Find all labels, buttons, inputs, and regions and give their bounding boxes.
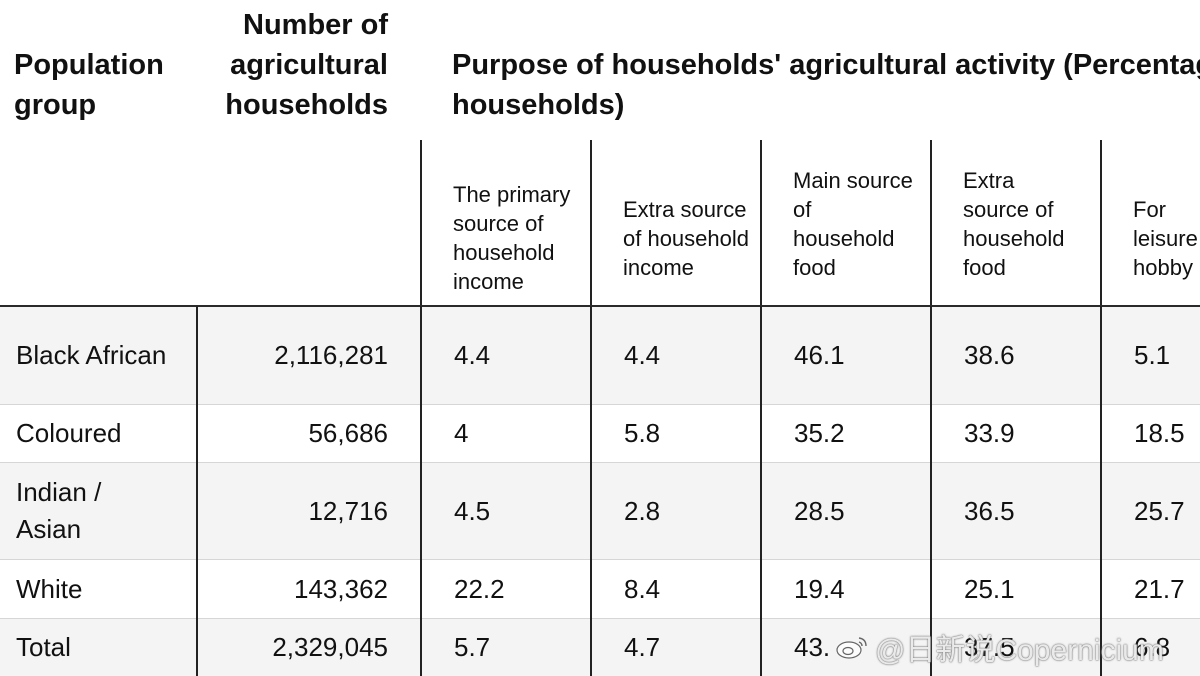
- subheader-label: Main source of household food: [793, 168, 913, 280]
- cell-population-group: Indian / Asian: [16, 477, 102, 544]
- cell-value: 4.7: [624, 632, 661, 662]
- table-row: Black African 2,116,281 4.4 4.4 46.1 38.…: [0, 307, 1200, 404]
- cell-value: 33.9: [964, 418, 1015, 448]
- cell-value: 21.7: [1134, 573, 1185, 604]
- cell-population-group: Coloured: [16, 418, 122, 448]
- subheader-extra-income: Extra source of household income: [590, 140, 760, 306]
- table-row: Coloured 56,686 4 5.8 35.2 33.9 18.5: [0, 405, 1200, 462]
- cell-value: 25.1: [964, 573, 1015, 604]
- cell-value: 36.5: [964, 495, 1015, 526]
- subheader-label: Extra source of household food: [963, 168, 1065, 280]
- header-purpose: Purpose of households' agricultural acti…: [452, 45, 1200, 125]
- subheader-label: For leisure / hobby: [1133, 197, 1200, 280]
- subheader-divider: [760, 140, 762, 306]
- cell-value: 25.7: [1134, 495, 1185, 526]
- subheader-primary-income: The primary source of household income: [420, 140, 590, 306]
- cell-value: 5.7: [454, 632, 491, 662]
- cell-population-group: Black African: [16, 340, 167, 370]
- row-separator: [0, 618, 1200, 619]
- cell-value: 5.8: [624, 418, 661, 448]
- row-separator: [0, 462, 1200, 463]
- cell-value: 46.1: [794, 340, 845, 370]
- cell-households: 56,686: [308, 418, 388, 448]
- subheader-label: Extra source of household income: [623, 197, 749, 280]
- cell-value: 2.8: [624, 495, 661, 526]
- column-divider: [590, 306, 592, 676]
- column-divider: [196, 306, 198, 676]
- cell-value: 4: [454, 418, 469, 448]
- watermark-text: @日新说Copernicium: [875, 634, 1164, 667]
- table-row: Total 2,329,045 5.7 4.7 43. 37.5 6.8: [0, 619, 1200, 676]
- subheader-divider: [590, 140, 592, 306]
- subheader-divider: [420, 140, 422, 306]
- cell-households: 12,716: [308, 495, 388, 526]
- column-divider: [760, 306, 762, 676]
- header-purpose-line1: Purpose of households' agricultural acti…: [452, 49, 1200, 81]
- cell-value: 8.4: [624, 573, 661, 604]
- cell-value: 4.4: [454, 340, 491, 370]
- header-number-of-households: Number of agricultural households: [225, 9, 388, 121]
- subheader-divider: [1100, 140, 1102, 306]
- watermark: @日新说Copernicium: [835, 625, 1164, 669]
- cell-households: 2,329,045: [272, 632, 388, 662]
- row-separator: [0, 404, 1200, 405]
- cell-households: 2,116,281: [274, 340, 388, 370]
- cell-value: 18.5: [1134, 418, 1185, 448]
- row-separator: [0, 559, 1200, 560]
- cell-population-group: White: [16, 573, 83, 604]
- table-row: White 143,362 22.2 8.4 19.4 25.1 21.7: [0, 560, 1200, 618]
- header-purpose-line2: households): [452, 89, 625, 121]
- cell-value: 4.5: [454, 495, 491, 526]
- header-population-group: Population group: [14, 49, 164, 121]
- cell-value: 19.4: [794, 573, 845, 604]
- subheader-leisure: For leisure / hobby: [1100, 140, 1200, 306]
- header-rule: [0, 305, 1200, 307]
- cell-value: 37.5: [964, 632, 1015, 662]
- cell-population-group: Total: [16, 632, 71, 662]
- column-divider: [930, 306, 932, 676]
- column-divider: [1100, 306, 1102, 676]
- cell-value: 6.8: [1134, 632, 1171, 662]
- subheader-extra-food: Extra source of household food: [930, 140, 1100, 306]
- cell-households: 143,362: [294, 573, 388, 604]
- cell-value: 5.1: [1134, 340, 1171, 370]
- column-divider: [420, 306, 422, 676]
- cell-value: 4.4: [624, 340, 661, 370]
- weibo-logo-icon: [835, 634, 869, 660]
- cell-value: 22.2: [454, 573, 505, 604]
- subheader-label: The primary source of household income: [453, 182, 571, 294]
- cell-value: 43.: [794, 632, 831, 662]
- subheader-divider: [930, 140, 932, 306]
- cell-value: 35.2: [794, 418, 845, 448]
- cell-value: 38.6: [964, 340, 1015, 370]
- subheader-main-food: Main source of household food: [760, 140, 930, 306]
- table-row: Indian / Asian 12,716 4.5 2.8 28.5 36.5 …: [0, 463, 1200, 559]
- cell-value: 28.5: [794, 495, 845, 526]
